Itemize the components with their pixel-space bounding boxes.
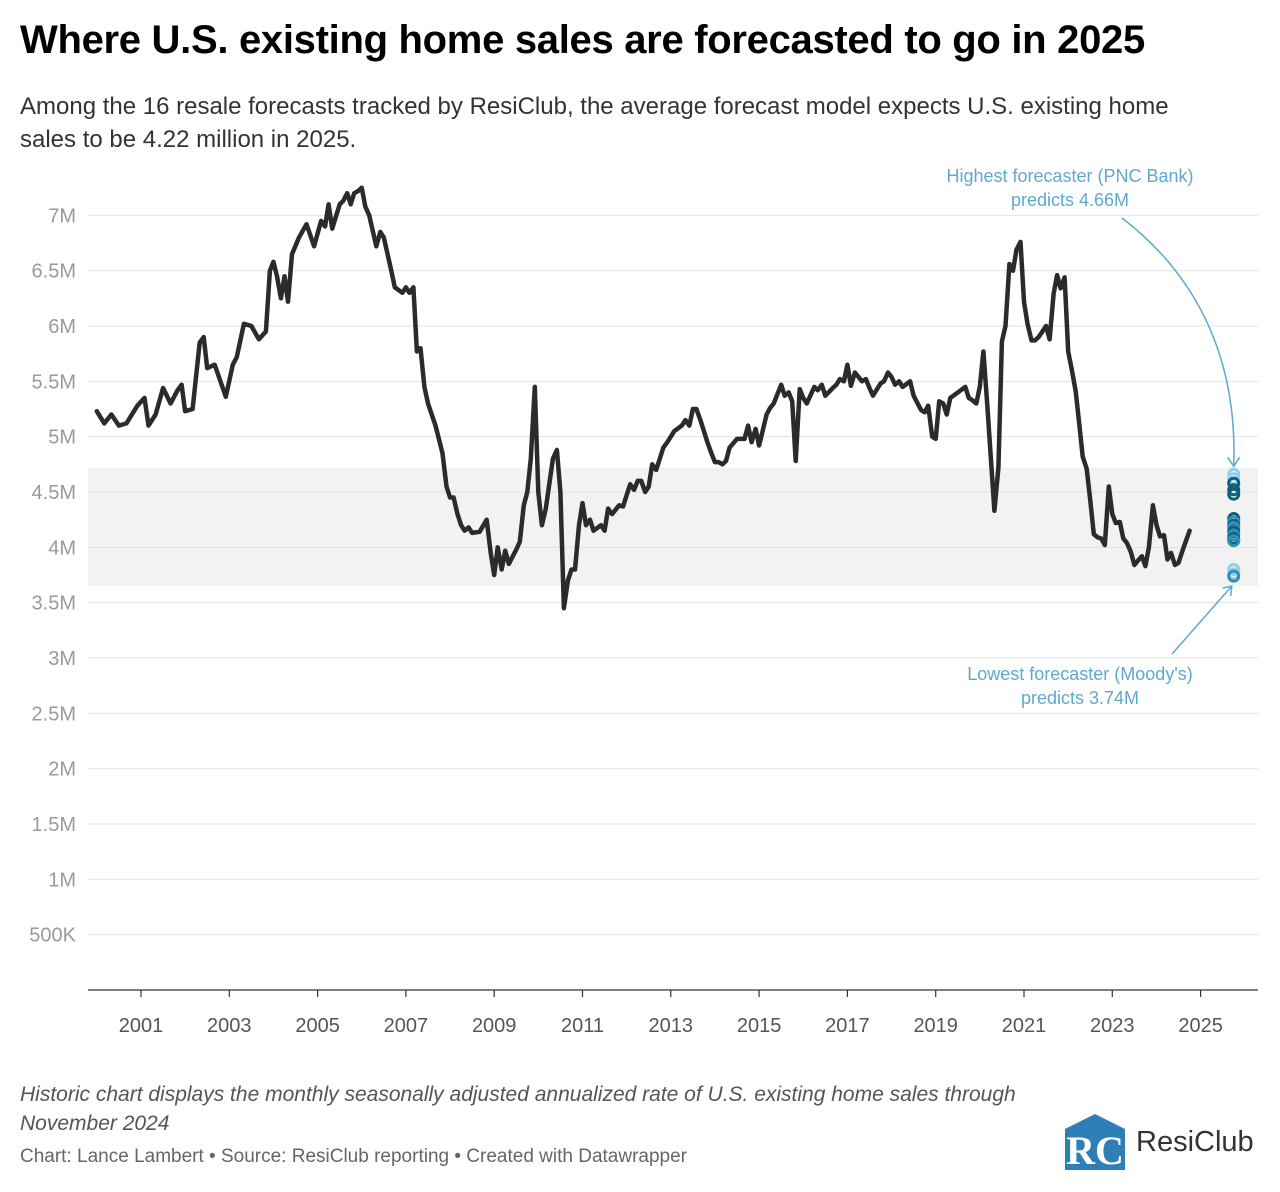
annotation-highest-line2: predicts 4.66M <box>1011 190 1129 210</box>
x-tick-label: 2025 <box>1178 1015 1223 1037</box>
annotations: Highest forecaster (PNC Bank) predicts 4… <box>946 166 1241 708</box>
annotation-arrowhead-lowest <box>1222 585 1233 597</box>
forecast-point <box>1227 534 1241 548</box>
series-line-layer <box>94 185 1192 611</box>
annotation-lowest-line2: predicts 3.74M <box>1021 688 1139 708</box>
x-tick-label: 2009 <box>472 1015 517 1037</box>
y-tick-label: 3.5M <box>32 593 76 615</box>
annotation-arrow-highest <box>1121 217 1235 467</box>
x-tick-label: 2023 <box>1090 1015 1135 1037</box>
forecast-point <box>1227 487 1241 501</box>
y-tick-label: 6.5M <box>32 261 76 283</box>
forecast-point <box>1227 483 1241 497</box>
annotation-highest-line1: Highest forecaster (PNC Bank) <box>946 166 1193 186</box>
forecast-range-band-layer <box>88 467 1258 587</box>
y-tick-label: 6M <box>48 316 76 338</box>
y-tick-label: 5M <box>48 427 76 449</box>
y-tick-label: 1.5M <box>32 814 76 836</box>
x-tick-label: 2013 <box>649 1015 694 1037</box>
forecast-point <box>1227 569 1241 583</box>
resiclub-logo-mark: RC <box>1065 1114 1125 1172</box>
annotation-lowest-line1: Lowest forecaster (Moody's) <box>967 664 1193 684</box>
forecast-range-band <box>88 467 1258 587</box>
y-tick-label: 3M <box>48 648 76 670</box>
y-tick-label: 2M <box>48 759 76 781</box>
y-tick-label: 7M <box>48 205 76 227</box>
x-axis-labels: 2001 2003 2005 2007 2009 2011 2013 2015 2017 2019… <box>119 990 1223 1037</box>
chart-title: Where U.S. existing home sales are forec… <box>20 18 1145 62</box>
x-tick-label: 2011 <box>561 1015 604 1037</box>
forecast-point <box>1227 562 1241 576</box>
y-tick-label: 4.5M <box>32 482 76 504</box>
x-tick-label: 2001 <box>119 1015 164 1037</box>
x-tick-label: 2005 <box>295 1015 340 1037</box>
logo-text: ResiClub <box>1136 1126 1254 1158</box>
y-tick-label: 2.5M <box>32 703 76 725</box>
x-tick-label: 2019 <box>913 1015 958 1037</box>
existing-home-sales-line <box>94 185 1192 611</box>
y-tick-label: 5.5M <box>32 371 76 393</box>
x-tick-label: 2003 <box>207 1015 252 1037</box>
x-tick-label: 2007 <box>384 1015 429 1037</box>
resiclub-logo: RC ResiClub <box>1062 1112 1272 1172</box>
annotation-arrowhead-highest <box>1227 456 1241 468</box>
chart-source: Chart: Lance Lambert • Source: ResiClub … <box>20 1146 688 1167</box>
chart-subtitle: Among the 16 resale forecasts tracked by… <box>20 93 1169 153</box>
y-tick-label: 1M <box>48 869 76 891</box>
chart-footnote: Historic chart displays the monthly seas… <box>20 1083 1016 1135</box>
logo-mark-letters: RC <box>1066 1128 1124 1172</box>
x-tick-label: 2015 <box>737 1015 782 1037</box>
y-tick-label: 4M <box>48 537 76 559</box>
y-tick-label: 500K <box>29 925 76 947</box>
x-tick-label: 2017 <box>825 1015 870 1037</box>
y-axis-labels: 500K 1M 1.5M 2M 2.5M 3M 3.5M 4M 4.5M 5M 5.5M 6M 6.5M… <box>29 205 76 946</box>
annotation-arrow-lowest <box>1171 585 1233 655</box>
forecast-points <box>1227 467 1241 583</box>
gridlines <box>88 214 1258 991</box>
line-chart: 500K 1M 1.5M 2M 2.5M 3M 3.5M 4M 4.5M 5M 5.5M 6M 6.5M… <box>29 166 1258 1037</box>
x-tick-label: 2021 <box>1002 1015 1047 1037</box>
